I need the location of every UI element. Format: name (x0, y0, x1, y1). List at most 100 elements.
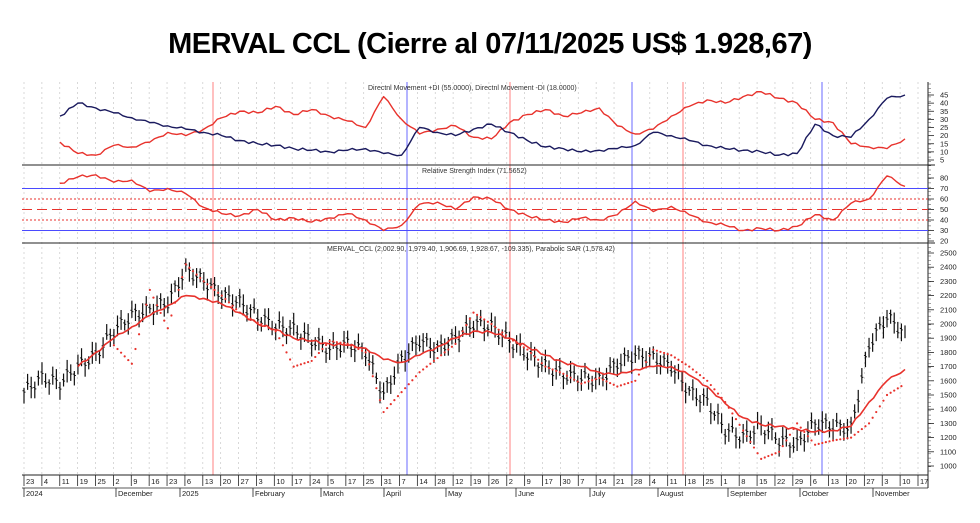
sar-dot (396, 395, 400, 398)
x-tick-label: 13 (831, 477, 839, 486)
sar-dot (828, 440, 831, 443)
sar-dot (821, 441, 824, 445)
y-tick-label: 1900 (940, 334, 957, 343)
x-tick-label: 1 (723, 477, 727, 486)
sar-dot (155, 304, 159, 307)
sar-dot (515, 341, 518, 344)
sar-dot (263, 324, 267, 328)
sar-dot (285, 351, 288, 354)
price-panel-title: MERVAL_CCL (2,002.90, 1,979.40, 1,906.69… (327, 246, 615, 253)
sar-dot (878, 405, 881, 408)
sar-dot (893, 389, 896, 392)
sar-dot (425, 365, 428, 368)
sar-dot (493, 325, 497, 328)
minus-di-line (59, 91, 906, 157)
sar-dot (533, 355, 536, 358)
y-tick-label: 2100 (940, 305, 957, 314)
sar-dot (846, 437, 849, 440)
sar-dot (152, 296, 155, 299)
y-tick-label: 20 (940, 237, 948, 246)
sar-dot (594, 377, 597, 381)
x-tick-label: 28 (634, 477, 642, 486)
sar-dot (814, 443, 817, 446)
x-tick-label: 25 (98, 477, 106, 486)
sar-dot (317, 351, 320, 355)
sar-dot (184, 263, 187, 266)
sar-dot (569, 376, 572, 379)
x-tick-label: 11 (62, 477, 70, 486)
sar-dot (310, 359, 313, 363)
sar-dot (422, 368, 425, 371)
sar-dot (443, 351, 446, 354)
sar-dot (544, 365, 547, 368)
sar-dot (659, 350, 662, 353)
y-tick-label: 15 (940, 139, 948, 148)
sar-dot (666, 353, 669, 356)
sar-dot (580, 382, 583, 385)
x-month-label: April (386, 489, 401, 498)
sar-dot (839, 438, 842, 441)
sar-dot (418, 371, 421, 374)
sar-dot (389, 402, 392, 406)
sar-dot (256, 321, 259, 324)
x-tick-label: 9 (527, 477, 531, 486)
x-tick-label: 23 (26, 477, 34, 486)
y-tick-label: 30 (940, 115, 948, 124)
x-tick-label: 27 (241, 477, 249, 486)
sar-dot (202, 280, 205, 283)
sar-dot (130, 362, 133, 365)
sar-dot (738, 423, 741, 426)
x-month-label: 2025 (182, 489, 199, 498)
sar-dot (166, 327, 169, 330)
sar-dot (486, 320, 489, 323)
y-tick-label: 80 (940, 174, 948, 183)
sar-dot (170, 314, 173, 317)
sar-dot (299, 363, 302, 366)
sar-dot (231, 304, 234, 307)
sar-dot (889, 391, 892, 394)
sar-dot (857, 430, 860, 434)
sar-dot (831, 439, 835, 442)
sar-dot (875, 410, 878, 414)
sar-dot (662, 351, 666, 355)
sar-dot (724, 401, 727, 404)
sar-dot (213, 288, 216, 292)
sar-dot (576, 380, 579, 383)
sar-dot (752, 446, 756, 449)
x-tick-label: 27 (866, 477, 874, 486)
rsi-panel-title: Relative Strength Index (71.5652) (422, 168, 527, 175)
sar-dot (253, 319, 256, 322)
sar-dot (770, 453, 774, 456)
sar-dot (393, 399, 396, 402)
sar-dot (407, 383, 410, 386)
y-tick-label: 60 (940, 195, 948, 204)
x-tick-label: 7 (580, 477, 584, 486)
sar-dot (627, 381, 630, 385)
sar-dot (508, 337, 511, 340)
sar-dot (598, 376, 601, 380)
x-tick-label: 13 (205, 477, 213, 486)
x-tick-label: 2 (509, 477, 513, 486)
sar-dot (288, 358, 292, 361)
sar-dot (199, 276, 202, 280)
x-month-label: 2024 (26, 489, 43, 498)
sar-dot (562, 372, 565, 375)
sar-dot (375, 387, 378, 390)
sar-dot (353, 346, 356, 349)
sar-dot (691, 368, 694, 371)
sar-dot (731, 412, 734, 415)
y-tick-label: 50 (940, 205, 948, 214)
sar-dot (519, 343, 522, 347)
sar-dot (702, 376, 705, 380)
sar-dot (141, 318, 144, 321)
sar-dot (511, 339, 515, 342)
y-tick-label: 30 (940, 226, 948, 235)
sar-dot (378, 399, 382, 402)
sar-dot (400, 391, 403, 394)
moving-average-line (77, 294, 906, 434)
sar-dot (148, 288, 151, 292)
x-month-label: March (323, 489, 344, 498)
x-tick-label: 20 (848, 477, 856, 486)
price-panel (22, 258, 906, 460)
x-tick-label: 23 (169, 477, 177, 486)
